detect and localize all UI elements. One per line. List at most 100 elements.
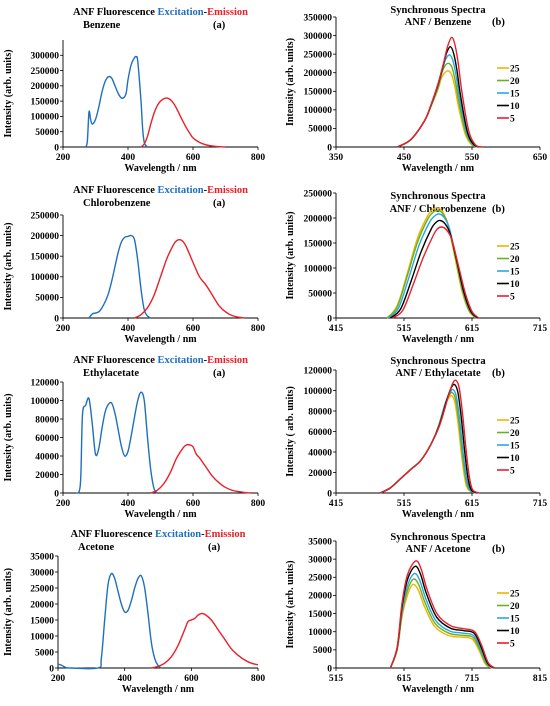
chart-title: ANF Fluorescence Excitation-Emission [70,529,245,540]
y-tick-label: 50000 [35,294,59,304]
y-tick-label: 150000 [31,97,60,107]
y-tick-label: 5000 [35,648,54,658]
x-axis-label: Wavelength / nm [402,163,475,174]
chart-subtitle: ANF / Benzene [405,17,472,28]
legend-entry: 10 [510,454,520,464]
x-axis-label: Wavelength / nm [402,334,475,345]
x-tick-label: 715 [533,324,548,334]
x-tick-label: 615 [465,499,480,509]
y-tick-label: 100000 [304,387,333,397]
y-tick-label: 60000 [35,434,59,444]
chart-panel-7: ANF Fluorescence Excitation-Emission Acet… [3,529,265,695]
x-tick-label: 515 [329,674,344,684]
y-tick-label: 25000 [308,574,332,584]
series-line-1 [57,572,162,670]
series-line-1 [88,234,152,319]
chart-panel-1: ANF Fluorescence Excitation-Emission Benz… [3,7,265,174]
x-tick-label: 400 [121,499,136,509]
y-tick-label: 40000 [35,452,59,462]
y-tick-label: 20000 [308,469,332,479]
legend-entry: 20 [510,429,520,439]
series-line-5 [396,36,483,148]
y-tick-label: 15000 [30,616,54,626]
legend-entry: 10 [510,102,520,112]
y-tick-label: 200000 [304,69,333,79]
panel-label: (b) [492,544,505,555]
chart-panel-5: ANF Fluorescence Excitation-Emission Ethy… [3,355,265,520]
series-line-2 [150,443,252,494]
y-tick-label: 200000 [304,214,333,224]
y-tick-label: 50000 [308,289,332,299]
panel-label: (b) [492,204,505,215]
y-tick-label: 350000 [304,13,333,23]
y-tick-label: 250000 [304,50,333,60]
chart-title: ANF Fluorescence Excitation-Emission [73,7,248,18]
x-tick-label: 815 [533,674,548,684]
series-line-5 [379,379,480,494]
chart-subtitle: ANF / Chlorobenzene [390,204,487,215]
panel-label: (a) [213,368,226,379]
y-tick-label: 100000 [304,264,333,274]
x-tick-label: 615 [397,674,412,684]
x-tick-label: 550 [465,153,480,163]
legend-entry: 20 [510,77,520,87]
y-tick-label: 100000 [31,113,60,123]
legend-entry: 20 [510,602,520,612]
legend-entry: 25 [510,242,520,252]
y-tick-label: 10000 [308,628,332,638]
legend-entry: 15 [510,267,520,277]
y-tick-label: 35000 [30,552,54,562]
x-tick-label: 800 [251,324,266,334]
x-tick-label: 200 [56,499,71,509]
series-line-2 [140,97,226,148]
chart-subtitle: Ethylacetate [83,368,139,379]
y-tick-label: 100000 [31,273,60,283]
x-axis-label: Wavelength / nm [124,334,197,345]
panel-label: (b) [492,17,505,28]
x-tick-label: 200 [56,153,71,163]
series-line-15 [387,213,478,319]
y-tick-label: 120000 [304,366,333,376]
y-axis-label: Intensity (arb. units) [3,568,14,656]
series-line-1 [85,55,148,148]
legend-entry: 5 [510,639,515,649]
y-tick-label: 10000 [30,632,54,642]
y-tick-label: 20000 [308,592,332,602]
chart-panel-4: Synchronous Spectra ANF / Chlorobenzene (b… [285,189,547,345]
x-tick-label: 515 [397,499,412,509]
y-tick-label: 300000 [31,52,60,62]
y-tick-label: 20000 [30,600,54,610]
x-tick-label: 615 [465,324,480,334]
x-axis-label: Wavelength / nm [124,509,197,520]
x-tick-label: 400 [121,153,136,163]
y-axis-label: Intensity (arb. units) [285,38,296,126]
x-tick-label: 600 [186,153,201,163]
y-tick-label: 0 [54,489,59,499]
y-tick-label: 40000 [308,448,332,458]
y-tick-label: 80000 [308,407,332,417]
y-tick-label: 0 [54,314,59,324]
series-line-15 [379,388,478,494]
x-tick-label: 650 [533,153,548,163]
x-tick-label: 715 [465,674,480,684]
y-tick-label: 35000 [308,537,332,547]
y-tick-label: 0 [54,143,59,153]
legend-entry: 10 [510,280,520,290]
y-tick-label: 30000 [30,568,54,578]
chart-subtitle: Benzene [83,20,121,31]
x-tick-label: 600 [184,674,199,684]
y-tick-label: 200000 [31,232,60,242]
x-tick-label: 600 [186,324,201,334]
x-tick-label: 515 [397,324,412,334]
y-tick-label: 60000 [308,428,332,438]
y-tick-label: 20000 [35,471,59,481]
series-line-2 [134,238,246,319]
y-tick-label: 250000 [31,67,60,77]
y-tick-label: 50000 [35,128,59,138]
y-tick-label: 15000 [308,610,332,620]
series-line-1 [75,391,158,494]
legend-entry: 5 [510,466,515,476]
x-axis-label: Wavelength / nm [124,163,197,174]
